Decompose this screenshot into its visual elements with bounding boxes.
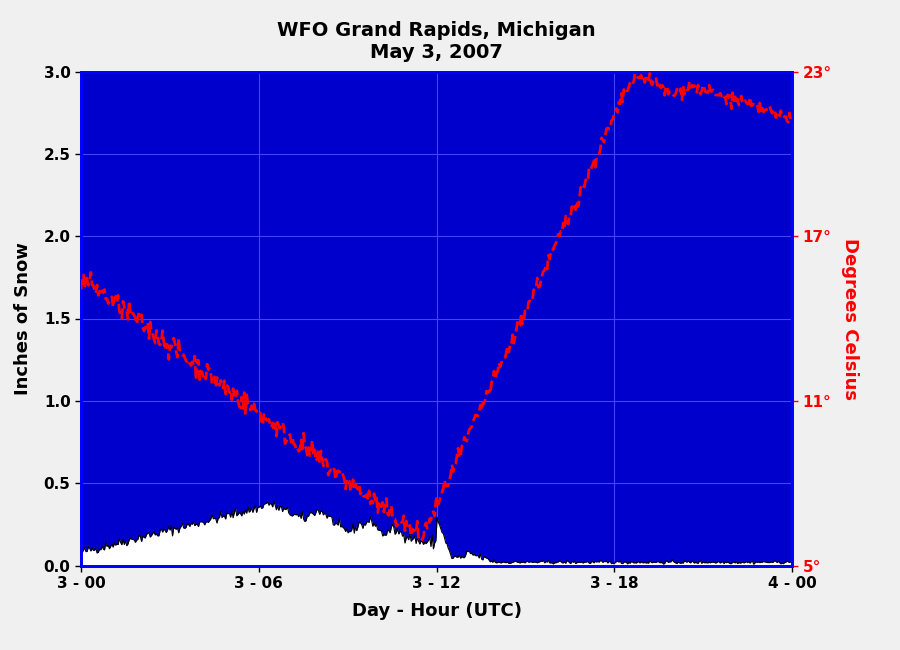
Y-axis label: Inches of Snow: Inches of Snow: [14, 242, 32, 395]
Title: WFO Grand Rapids, Michigan
May 3, 2007: WFO Grand Rapids, Michigan May 3, 2007: [277, 21, 596, 62]
Y-axis label: Degrees Celsius: Degrees Celsius: [842, 237, 859, 400]
X-axis label: Day - Hour (UTC): Day - Hour (UTC): [352, 602, 521, 620]
